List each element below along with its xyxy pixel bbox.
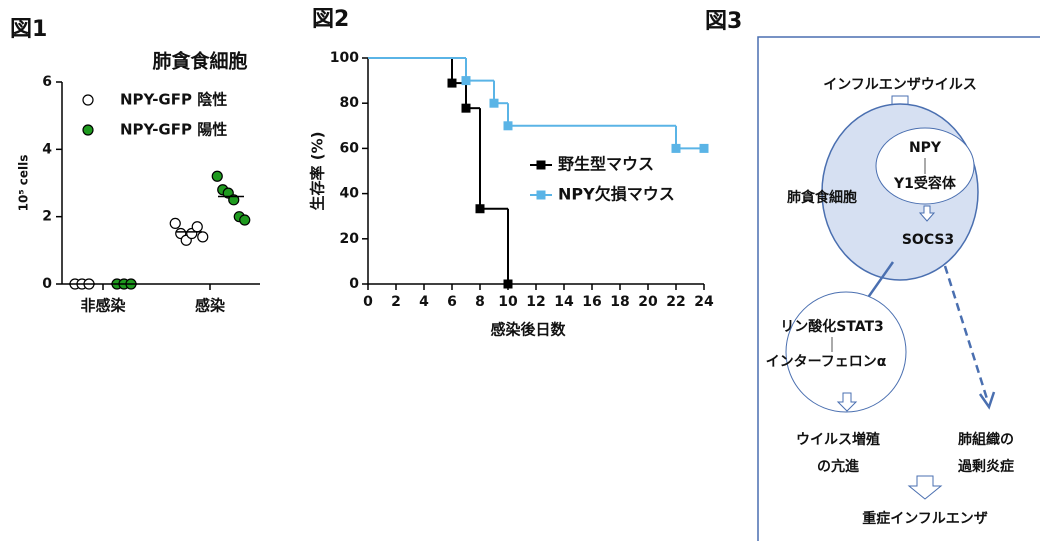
y-tick-label: 20 [340, 231, 360, 247]
marker [504, 121, 513, 130]
node-label: 肺組織の [958, 431, 1014, 448]
legend-label: NPY-GFP 陽性 [120, 121, 227, 139]
node-label: NPY [909, 140, 942, 156]
x-tick-label: 感染 [195, 297, 226, 315]
node-label: Y1受容体 [893, 175, 957, 192]
node-label: インフルエンザウイルス [823, 77, 977, 93]
y-tick-label: 80 [340, 95, 360, 111]
marker [448, 79, 457, 88]
dot [212, 171, 222, 181]
marker [476, 204, 485, 213]
legend-label: NPY-GFP 陰性 [120, 91, 227, 109]
x-tick-label: 18 [610, 294, 629, 310]
x-axis-label: 感染後日数 [490, 321, 566, 339]
y-tick-label: 100 [330, 50, 359, 66]
y-tick-label: 60 [340, 140, 360, 156]
chart-title: 肺貪食細胞 [152, 50, 247, 73]
legend-label: 野生型マウス [558, 155, 654, 174]
node-label: SOCS3 [902, 232, 954, 248]
marker [490, 99, 499, 108]
dot [170, 218, 180, 228]
panel-label: 図2 [312, 7, 349, 32]
dot [198, 232, 208, 242]
panel-label: 図1 [10, 17, 47, 42]
dashed-arrow [945, 266, 988, 402]
legend-marker [537, 161, 546, 170]
x-tick-label: 16 [582, 294, 601, 310]
dot [240, 215, 250, 225]
x-tick-label: 10 [498, 294, 518, 310]
y-tick-label: 2 [42, 209, 52, 225]
legend-marker [537, 191, 546, 200]
legend-label: NPY欠損マウス [558, 185, 675, 204]
marker [700, 144, 709, 153]
marker [462, 76, 471, 85]
x-tick-label: 24 [694, 294, 714, 310]
marker [672, 144, 681, 153]
arrow-head [980, 392, 994, 407]
y-tick-label: 4 [42, 141, 52, 157]
x-tick-label: 2 [391, 294, 401, 310]
node-label: 過剰炎症 [957, 458, 1014, 475]
dot [192, 222, 202, 232]
y-tick-label: 6 [42, 74, 52, 90]
x-tick-label: 14 [554, 294, 574, 310]
hollow-arrow [909, 476, 941, 499]
x-tick-label: 4 [419, 294, 429, 310]
y-tick-label: 0 [349, 276, 359, 292]
y-axis-label: 10⁵ cells [17, 155, 31, 212]
marker [504, 280, 513, 289]
node-label: リン酸化STAT3 [780, 318, 884, 335]
x-tick-label: 22 [666, 294, 685, 310]
legend-marker [83, 95, 93, 105]
node-label: の亢進 [817, 458, 859, 475]
node-label: ウイルス増殖 [796, 431, 880, 448]
marker [462, 104, 471, 113]
x-tick-label: 6 [447, 294, 457, 310]
panel-label: 図3 [705, 9, 742, 34]
x-tick-label: 非感染 [80, 297, 126, 315]
node-label: 肺貪食細胞 [787, 189, 857, 206]
node-label: 重症インフルエンザ [862, 510, 988, 527]
y-tick-label: 40 [340, 186, 360, 202]
x-tick-label: 20 [638, 294, 658, 310]
x-tick-label: 0 [363, 294, 373, 310]
legend-marker [83, 125, 93, 135]
node-label: インターフェロンα [766, 354, 887, 370]
page: 図1 図2 図3 インフルエンザウイルス NPY Y1受容体 肺貪食細胞 SOC… [0, 0, 1040, 541]
x-tick-label: 12 [526, 294, 545, 310]
x-tick-label: 8 [475, 294, 485, 310]
figure: 図1 図2 図3 インフルエンザウイルス NPY Y1受容体 肺貪食細胞 SOC… [0, 0, 1040, 541]
y-tick-label: 0 [42, 276, 52, 292]
y-axis-label: 生存率 (%) [309, 132, 327, 211]
